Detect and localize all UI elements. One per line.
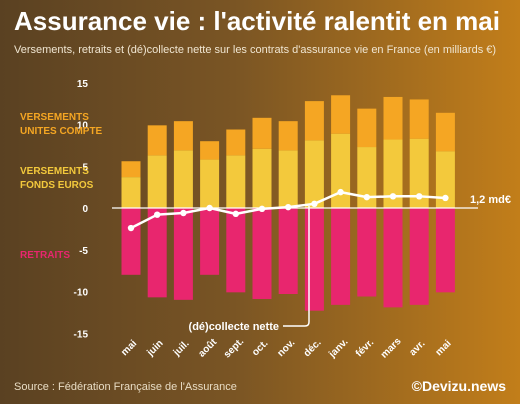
y-tick-label: 15 <box>77 79 89 90</box>
bar-fonds-euros <box>226 155 246 208</box>
net-point <box>285 203 292 211</box>
x-tick-label: mars <box>379 336 404 361</box>
bar-fonds-euros <box>173 150 193 208</box>
net-point <box>127 224 135 232</box>
bar-unites-compte <box>409 99 429 139</box>
net-point <box>363 193 370 201</box>
bar-fonds-euros <box>278 150 298 208</box>
net-point <box>258 205 266 213</box>
bars-layer <box>121 95 455 311</box>
bar-retraits <box>357 208 377 297</box>
bar-fonds-euros <box>383 139 403 208</box>
x-tick-label: nov. <box>276 337 298 359</box>
x-tick-label: déc. <box>302 337 324 359</box>
bar-fonds-euros <box>357 147 377 208</box>
bar-retraits <box>383 208 403 308</box>
fe-label-line1: VERSEMENTS <box>20 166 89 177</box>
x-tick-label: août <box>196 336 219 359</box>
net-last-value-label: 1,2 md€ <box>470 194 511 206</box>
uc-label-line1: VERSEMENTS <box>20 112 89 123</box>
x-tick-label: févr. <box>354 337 376 359</box>
y-tick-label: 0 <box>82 204 88 215</box>
bar-fonds-euros <box>435 151 455 208</box>
net-callout-leader <box>283 206 310 327</box>
bar-unites-compte <box>226 129 246 156</box>
y-tick-label: 10 <box>77 121 89 132</box>
x-tick-label: juin <box>145 338 166 359</box>
bar-fonds-euros <box>147 155 167 208</box>
bar-retraits <box>252 208 272 300</box>
net-point <box>180 209 187 217</box>
bar-unites-compte <box>200 141 220 160</box>
y-tick-label: -10 <box>74 288 89 299</box>
net-point <box>206 204 213 212</box>
bar-fonds-euros <box>121 177 141 208</box>
net-point <box>311 200 318 208</box>
bar-retraits <box>147 208 167 298</box>
bar-fonds-euros <box>252 148 272 208</box>
x-tick-label: sept. <box>222 336 246 360</box>
x-tick-label: juil. <box>171 338 192 359</box>
net-point <box>442 194 449 202</box>
bar-unites-compte <box>173 121 193 151</box>
x-tick-label: oct. <box>250 338 271 359</box>
bar-retraits <box>226 208 246 293</box>
bar-unites-compte <box>357 108 377 148</box>
bar-retraits <box>121 208 141 275</box>
bar-fonds-euros <box>409 138 429 208</box>
bar-unites-compte <box>147 125 167 156</box>
side-labels: VERSEMENTS UNITES COMPTE VERSEMENTS FOND… <box>20 112 103 261</box>
y-tick-label: 5 <box>82 162 88 173</box>
bar-retraits <box>173 208 193 300</box>
bar-retraits <box>200 208 220 275</box>
bar-retraits <box>278 208 298 295</box>
bar-unites-compte <box>331 95 351 134</box>
net-callout: (dé)collecte nette 1,2 md€ <box>189 194 511 333</box>
fe-label-line2: FONDS EUROS <box>20 180 94 191</box>
bar-unites-compte <box>383 96 403 140</box>
bar-unites-compte <box>121 161 141 178</box>
net-line-layer <box>127 188 449 232</box>
retraits-label: RETRAITS <box>20 250 70 261</box>
bar-unites-compte <box>435 112 455 152</box>
brand-logo: ©Devizu.news <box>411 378 506 394</box>
net-point <box>154 211 161 218</box>
bar-retraits <box>331 208 351 305</box>
bar-retraits <box>409 208 429 305</box>
net-point <box>416 193 423 200</box>
bar-fonds-euros <box>200 159 220 208</box>
source-note: Source : Fédération Française de l'Assur… <box>14 381 237 393</box>
x-tick-label: janv. <box>326 336 350 360</box>
x-tick-label: mai <box>119 338 139 358</box>
bar-retraits <box>304 208 324 311</box>
y-tick-label: -15 <box>74 329 89 340</box>
bar-retraits <box>435 208 455 293</box>
x-tick-label: mai <box>434 338 454 358</box>
net-point <box>232 210 239 218</box>
bar-unites-compte <box>278 121 298 151</box>
uc-label-line2: UNITES COMPTE <box>20 126 103 137</box>
net-point <box>389 193 397 200</box>
bar-unites-compte <box>304 101 324 141</box>
x-tick-label: avr. <box>407 338 427 358</box>
bar-fonds-euros <box>331 133 351 208</box>
net-point <box>337 188 344 196</box>
bar-fonds-euros <box>304 140 324 208</box>
net-callout-label: (dé)collecte nette <box>189 321 279 333</box>
y-tick-label: -5 <box>79 246 88 257</box>
chart-subtitle: Versements, retraits et (dé)collecte net… <box>14 44 497 56</box>
bar-unites-compte <box>252 117 272 149</box>
chart-title: Assurance vie : l'activité ralentit en m… <box>14 6 500 36</box>
